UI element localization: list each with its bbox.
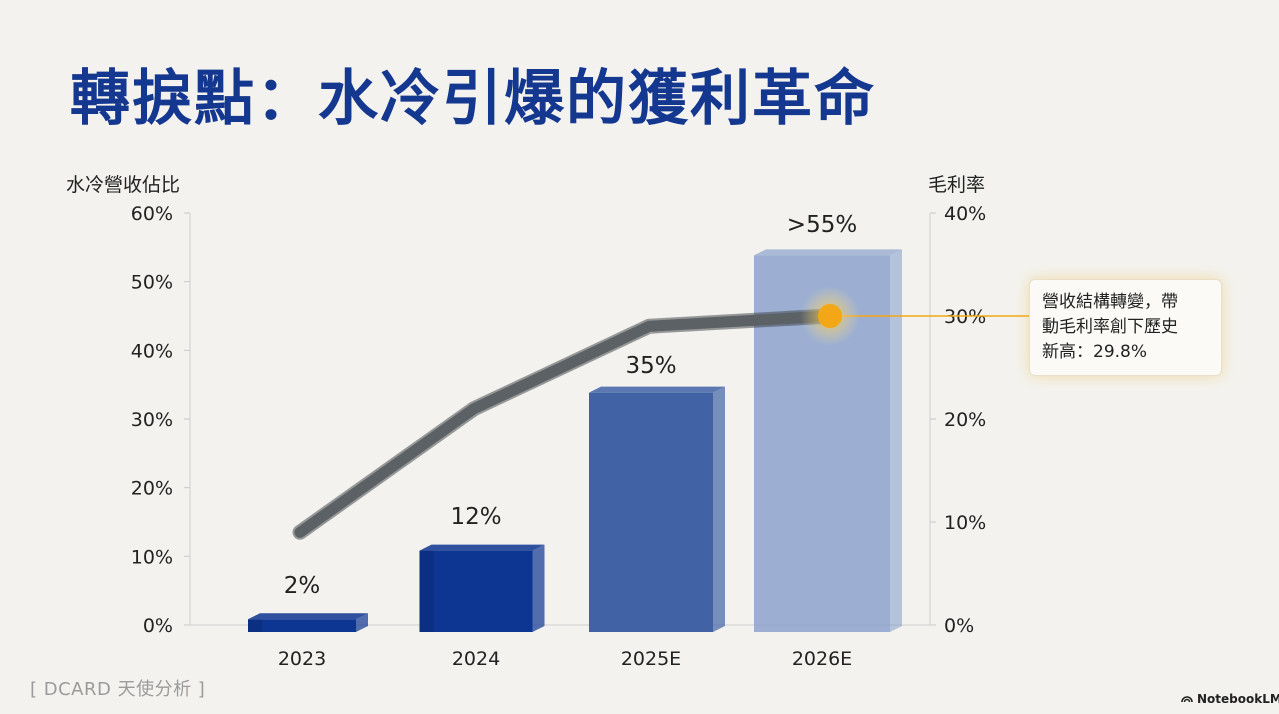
bar-value-label: 2% [284,573,321,599]
bar-front [419,550,533,632]
left-tick-label: 0% [143,615,173,637]
bar-side [713,386,725,632]
x-tick-label: 2025E [621,648,681,670]
right-tick-label: 20% [944,409,986,431]
left-tick-label: 60% [131,203,173,225]
callout-line-1: 營收結構轉變，帶 [1042,292,1178,312]
x-tick-label: 2024 [452,648,500,670]
left-tick-label: 50% [131,272,173,294]
margin-line [294,310,836,538]
highlight-dot [818,304,842,328]
bar-side [356,613,368,632]
bar [589,386,725,632]
page-title: 轉捩點：水冷引爆的獲利革命 [70,64,876,134]
right-tick-label: 30% [944,306,986,328]
bar-shade [248,619,262,632]
bar-front [248,619,356,632]
bar [419,544,545,632]
callout-line-2: 動毛利率創下歷史 [1042,317,1178,337]
bar-front [589,392,713,632]
x-tick-label: 2026E [792,648,852,670]
brand-name: NotebookLM [1197,692,1279,706]
bar-side [890,249,902,633]
margin-line-shadow [292,308,838,540]
bar-value-label: 12% [450,504,501,530]
notebook-icon [1181,692,1193,706]
right-tick-label: 10% [944,512,986,534]
callout-line-3: 新高：29.8% [1042,342,1148,362]
bar-top [754,249,902,256]
left-tick-label: 40% [131,340,173,362]
source-label: [ DCARD 天使分析 ] [30,679,206,700]
bar-shade [419,550,434,632]
right-tick-label: 0% [944,615,974,637]
brand-logo: NotebookLM [1181,692,1279,706]
bar-value-label: 35% [625,353,676,379]
x-tick-label: 2023 [278,648,326,670]
margin-callout: 營收結構轉變，帶 動毛利率創下歷史 新高：29.8% [1029,279,1222,376]
bar-top [419,544,545,551]
right-tick-label: 40% [944,203,986,225]
right-axis-title: 毛利率 [928,174,986,196]
bar-side [532,544,545,632]
bar [248,613,368,632]
bar-value-label: >55% [787,212,857,238]
left-tick-label: 30% [131,409,173,431]
left-tick-label: 20% [131,478,173,500]
bar-top [248,613,368,620]
left-axis-title: 水冷營收佔比 [66,174,181,196]
left-tick-label: 10% [131,546,173,568]
bar-top [589,386,725,393]
